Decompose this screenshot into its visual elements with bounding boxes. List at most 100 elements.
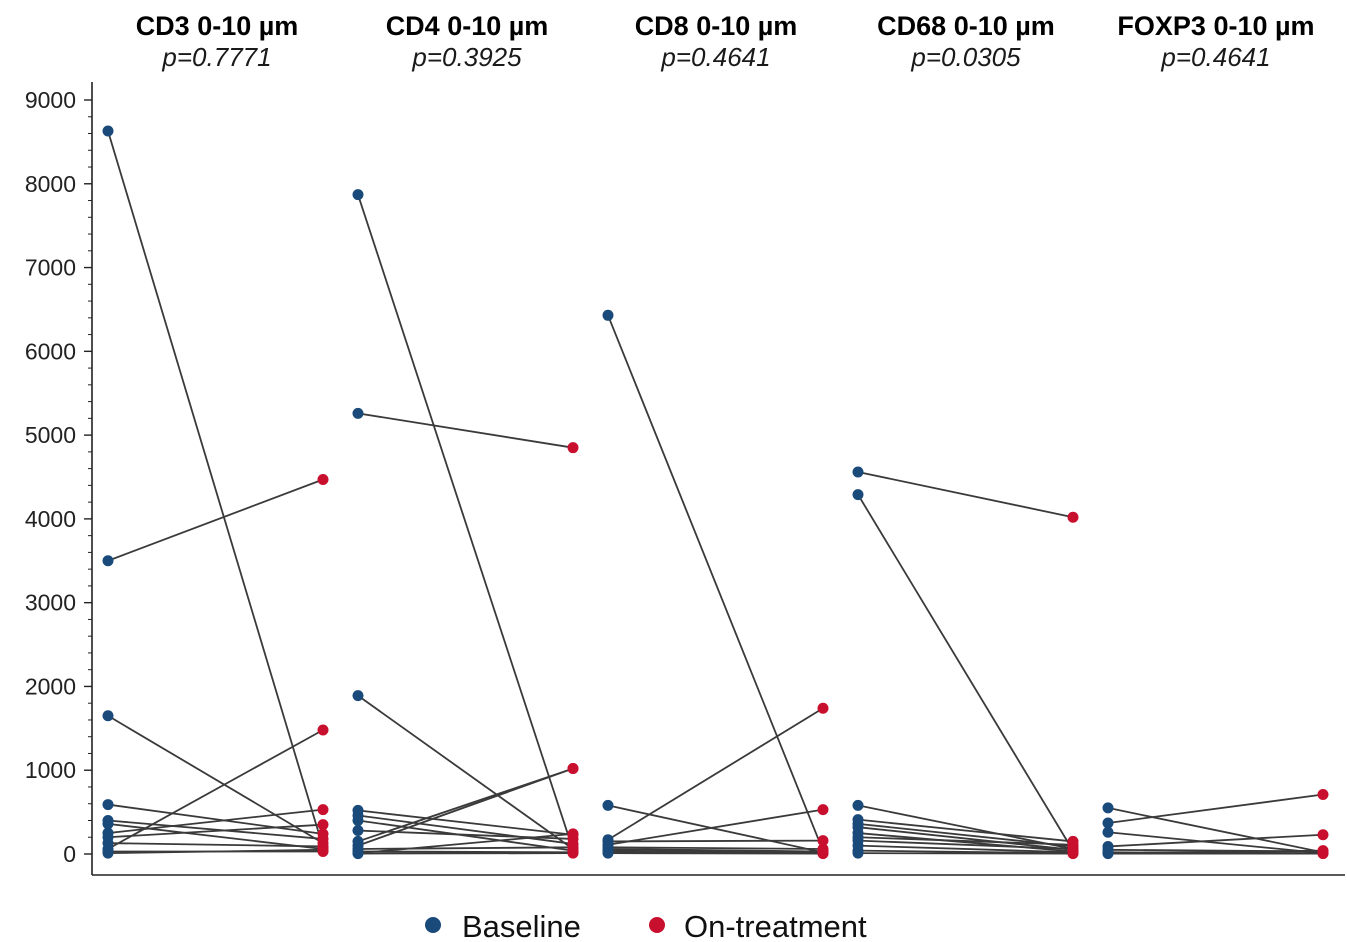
- pair-line: [107, 822, 324, 850]
- facet-p-value: p=0.7771: [161, 42, 271, 72]
- on-treatment-point: [817, 835, 829, 847]
- y-tick-label: 5000: [25, 422, 76, 448]
- baseline-point: [602, 309, 614, 321]
- facet-1: CD4 0-10 µmp=0.3925: [352, 11, 579, 860]
- pair-line: [1107, 833, 1324, 848]
- baseline-point: [102, 125, 114, 137]
- pair-line: [107, 819, 324, 840]
- facet-2: CD8 0-10 µmp=0.4641: [602, 11, 829, 860]
- baseline-point: [852, 847, 864, 859]
- facet-points: [1102, 789, 1329, 860]
- pair-line: [857, 804, 1074, 850]
- baseline-point: [1102, 848, 1114, 860]
- y-tick-label: 9000: [25, 87, 76, 113]
- baseline-point: [852, 799, 864, 811]
- pair-line: [857, 836, 1074, 846]
- pair-line: [357, 846, 574, 850]
- facet-pair-lines: [857, 471, 1074, 855]
- pair-line: [357, 194, 574, 851]
- facet-4: FOXP3 0-10 µmp=0.4641: [1102, 11, 1329, 860]
- pair-line: [607, 314, 824, 851]
- baseline-point: [1102, 826, 1114, 838]
- on-treatment-point: [817, 848, 829, 860]
- pair-line: [107, 729, 324, 850]
- facet-title: CD68 0-10 µm: [877, 11, 1055, 41]
- pair-line: [357, 850, 574, 854]
- on-treatment-point: [317, 804, 329, 816]
- pair-line: [857, 839, 1074, 850]
- pair-line: [357, 412, 574, 449]
- facet-title: CD8 0-10 µm: [635, 11, 798, 41]
- facet-title: CD4 0-10 µm: [386, 11, 549, 41]
- baseline-point: [102, 710, 114, 722]
- facet-p-value: p=0.4641: [660, 42, 770, 72]
- facet-title: CD3 0-10 µm: [136, 11, 299, 41]
- axes: 0 1000 2000 3000 4000 5000 6000 7000 8000 9000: [25, 82, 1345, 876]
- legend-marker-on-treatment: [649, 917, 665, 933]
- facet-title: FOXP3 0-10 µm: [1117, 11, 1314, 41]
- pair-line: [107, 848, 324, 855]
- pair-line: [107, 130, 324, 848]
- baseline-point: [352, 690, 364, 702]
- on-treatment-point: [317, 724, 329, 736]
- on-treatment-point: [1067, 848, 1079, 860]
- legend: Baseline On-treatment: [425, 909, 867, 942]
- pair-line: [107, 803, 324, 835]
- pair-line: [107, 478, 324, 562]
- on-treatment-point: [1317, 789, 1329, 801]
- facet-p-value: p=0.3925: [411, 42, 522, 72]
- baseline-point: [352, 825, 364, 837]
- y-tick-label: 1000: [25, 757, 76, 783]
- baseline-point: [102, 847, 114, 859]
- pair-line: [857, 494, 1074, 852]
- pair-line: [857, 471, 1074, 519]
- facet-pair-lines: [1107, 793, 1324, 855]
- facet-points: [102, 125, 329, 859]
- y-tick-label: 7000: [25, 255, 76, 281]
- on-treatment-point: [567, 847, 579, 859]
- y-tick-label: 0: [63, 841, 76, 867]
- facet-points: [602, 309, 829, 860]
- baseline-point: [102, 818, 114, 830]
- pair-line: [607, 808, 824, 846]
- on-treatment-point: [317, 819, 329, 831]
- y-tick-label: 6000: [25, 338, 76, 364]
- facet-p-value: p=0.0305: [910, 42, 1021, 72]
- pair-line: [1107, 807, 1324, 854]
- baseline-point: [1102, 802, 1114, 814]
- pair-line: [607, 849, 824, 854]
- baseline-point: [352, 189, 364, 201]
- pair-line: [607, 846, 824, 850]
- y-tick-label: 8000: [25, 171, 76, 197]
- pair-line: [107, 842, 324, 848]
- baseline-point: [352, 407, 364, 419]
- legend-marker-baseline: [425, 917, 441, 933]
- on-treatment-point: [1317, 829, 1329, 841]
- pair-line: [607, 707, 824, 841]
- on-treatment-point: [317, 844, 329, 856]
- baseline-point: [352, 848, 364, 860]
- facet-3: CD68 0-10 µmp=0.0305: [852, 11, 1079, 860]
- pair-line: [357, 814, 574, 845]
- pair-line: [107, 823, 324, 839]
- on-treatment-point: [817, 804, 829, 816]
- pair-line: [1107, 793, 1324, 824]
- facet-pair-lines: [107, 130, 324, 855]
- on-treatment-point: [817, 702, 829, 714]
- baseline-point: [1102, 817, 1114, 829]
- pair-line: [357, 832, 574, 855]
- legend-label-on-treatment: On-treatment: [684, 909, 867, 942]
- pair-line: [357, 694, 574, 850]
- facet-p-value: p=0.4641: [1160, 42, 1270, 72]
- pair-line: [857, 826, 1074, 851]
- pair-line: [107, 714, 324, 844]
- pair-line: [607, 839, 824, 843]
- pair-line: [607, 848, 824, 853]
- pair-line: [1107, 831, 1324, 855]
- baseline-point: [102, 555, 114, 567]
- on-treatment-point: [567, 763, 579, 775]
- facet-0: CD3 0-10 µmp=0.7771: [102, 11, 329, 859]
- pair-line: [857, 818, 1074, 843]
